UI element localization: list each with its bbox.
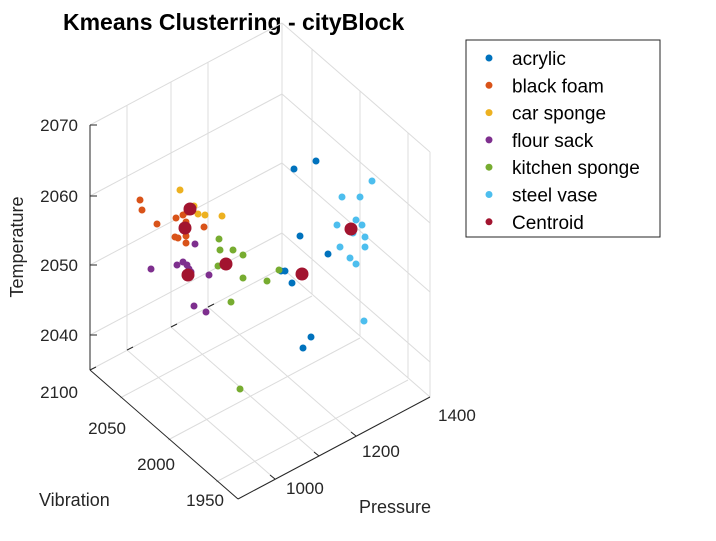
data-point-acrylic <box>290 165 298 173</box>
data-point-kitchen-sponge <box>216 246 224 254</box>
data-point-acrylic <box>296 232 304 240</box>
y-tick-labels: 2100 2050 2000 1950 <box>40 383 224 510</box>
data-point-kitchen-sponge <box>227 298 235 306</box>
data-point-black-foam <box>182 239 190 247</box>
legend: acrylic black foam car sponge flour sack kit… <box>465 39 661 238</box>
x-axis-label: Pressure <box>359 497 431 517</box>
data-points <box>136 157 376 393</box>
data-point-flour-sack <box>173 261 181 269</box>
data-point-kitchen-sponge <box>263 277 271 285</box>
legend-label: flour sack <box>512 131 594 152</box>
data-point-car-sponge <box>194 210 202 218</box>
legend-marker <box>485 81 493 89</box>
data-point-flour-sack <box>205 271 213 279</box>
data-point-flour-sack <box>202 308 210 316</box>
data-point-steel-vase <box>338 193 346 201</box>
y-tick-label: 2000 <box>137 455 175 474</box>
data-point-kitchen-sponge <box>215 235 223 243</box>
data-point-steel-vase <box>368 177 376 185</box>
data-point-steel-vase <box>361 233 369 241</box>
data-point-black-foam <box>172 214 180 222</box>
data-point-kitchen-sponge <box>236 385 244 393</box>
grid-lines <box>89 22 431 483</box>
data-point-steel-vase <box>352 216 360 224</box>
data-point-steel-vase <box>346 254 354 262</box>
data-point-centroid <box>295 267 309 281</box>
z-axis-label: Temperature <box>7 196 27 297</box>
legend-label: black foam <box>512 76 604 97</box>
legend-label: Centroid <box>512 213 584 234</box>
z-tick-label: 2050 <box>40 256 78 275</box>
data-point-steel-vase <box>358 221 366 229</box>
data-point-steel-vase <box>356 193 364 201</box>
x-tick-label: 1200 <box>362 442 400 461</box>
z-tick-label: 2040 <box>40 326 78 345</box>
legend-label: acrylic <box>512 49 566 70</box>
data-point-steel-vase <box>333 221 341 229</box>
legend-label: kitchen sponge <box>512 158 640 179</box>
legend-box <box>465 39 661 238</box>
axes <box>89 124 431 500</box>
data-point-acrylic <box>324 250 332 258</box>
data-point-black-foam <box>174 234 182 242</box>
data-point-flour-sack <box>190 302 198 310</box>
data-point-centroid <box>344 222 358 236</box>
data-point-steel-vase <box>352 260 360 268</box>
chart-title: Kmeans Clusterring - cityBlock <box>63 9 404 35</box>
data-point-acrylic <box>299 344 307 352</box>
data-point-centroid <box>219 257 233 271</box>
data-point-steel-vase <box>361 243 369 251</box>
x-tick-label: 1000 <box>286 479 324 498</box>
y-tick-label: 2050 <box>88 419 126 438</box>
data-point-kitchen-sponge <box>229 246 237 254</box>
legend-marker <box>485 136 493 144</box>
data-point-kitchen-sponge <box>239 251 247 259</box>
data-point-centroid <box>178 221 192 235</box>
data-point-flour-sack <box>147 265 155 273</box>
data-point-car-sponge <box>201 211 209 219</box>
z-tick-label: 2060 <box>40 187 78 206</box>
data-point-car-sponge <box>218 212 226 220</box>
data-point-black-foam <box>138 206 146 214</box>
data-point-steel-vase <box>336 243 344 251</box>
x-tick-label: 1400 <box>438 406 476 425</box>
data-point-car-sponge <box>176 186 184 194</box>
legend-marker <box>485 54 493 62</box>
data-point-acrylic <box>288 279 296 287</box>
data-point-centroid <box>181 268 195 282</box>
y-tick-label: 1950 <box>186 491 224 510</box>
data-point-centroid <box>183 202 197 216</box>
legend-marker <box>485 191 493 198</box>
legend-marker <box>485 218 493 226</box>
data-point-flour-sack <box>191 240 199 248</box>
data-point-acrylic <box>312 157 320 165</box>
data-point-kitchen-sponge <box>239 274 247 282</box>
x-tick-labels: 1000 1200 1400 <box>286 406 476 498</box>
z-tick-labels: 2070 2060 2050 2040 <box>40 116 78 345</box>
data-point-kitchen-sponge <box>275 266 283 274</box>
legend-marker <box>485 109 493 117</box>
legend-label: car sponge <box>512 104 606 125</box>
data-point-acrylic <box>307 333 315 341</box>
y-tick-label: 2100 <box>40 383 78 402</box>
legend-marker <box>485 163 493 171</box>
data-point-black-foam <box>153 220 161 228</box>
legend-label: steel vase <box>512 186 598 207</box>
data-point-black-foam <box>136 196 144 204</box>
y-axis-label: Vibration <box>39 490 110 510</box>
z-tick-label: 2070 <box>40 116 78 135</box>
data-point-steel-vase <box>360 317 368 325</box>
data-point-black-foam <box>200 223 208 231</box>
